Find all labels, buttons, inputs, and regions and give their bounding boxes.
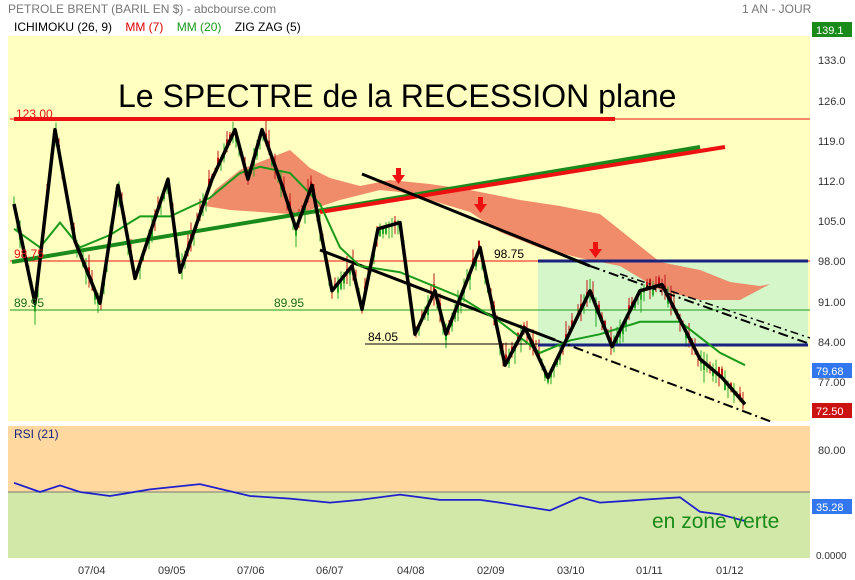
candle-body bbox=[547, 377, 549, 383]
rsi-tick-0: 0.0000 bbox=[816, 551, 847, 562]
y-tick-98: 98.00 bbox=[818, 256, 846, 268]
candle-body bbox=[622, 324, 624, 334]
badge-last-bg bbox=[812, 363, 852, 378]
legend-ichimoku[interactable]: ICHIMOKU (26, 9) bbox=[14, 20, 113, 34]
x-tick-0408: 04/08 bbox=[397, 565, 425, 577]
candle-body bbox=[640, 290, 642, 300]
channel-upper-extension bbox=[589, 265, 811, 345]
badge-high: 139.1 bbox=[816, 25, 844, 37]
period-label[interactable]: 1 AN - JOUR bbox=[742, 2, 812, 16]
x-tick-0607: 06/07 bbox=[316, 565, 344, 577]
badge-high-bg bbox=[812, 22, 852, 37]
rsi-note: en zone verte bbox=[652, 510, 779, 533]
candle-body bbox=[718, 367, 720, 376]
uptrend-red-line bbox=[319, 145, 726, 214]
y-tick-119: 119.0 bbox=[818, 136, 845, 148]
x-tick-0905: 09/05 bbox=[158, 565, 186, 577]
candle-body bbox=[382, 227, 384, 235]
rsi-badge-bg bbox=[812, 499, 852, 514]
candle-body bbox=[295, 228, 297, 236]
candle-body bbox=[724, 381, 726, 391]
y-tick-91: 91.00 bbox=[818, 297, 846, 309]
down-arrow-3 bbox=[589, 242, 602, 258]
x-tick-0112: 01/12 bbox=[716, 565, 744, 577]
rsi-upper-zone bbox=[8, 426, 810, 492]
zigzag-line bbox=[12, 127, 747, 406]
candle-body bbox=[217, 157, 219, 167]
indicator-legend: ICHIMOKU (26, 9) MM (7) MM (20) ZIG ZAG … bbox=[14, 20, 311, 34]
candle-body bbox=[712, 369, 714, 377]
badge-low-bg bbox=[812, 403, 852, 418]
x-axis: 07/04 09/05 07/06 06/07 04/08 02/09 03/1… bbox=[78, 565, 744, 577]
legend-mm20[interactable]: MM (20) bbox=[176, 20, 222, 34]
rsi-title: RSI (21) bbox=[14, 427, 59, 441]
legend-mm7[interactable]: MM (7) bbox=[125, 20, 164, 34]
rsi-line bbox=[13, 481, 746, 522]
rsi-tick-80: 80.00 bbox=[818, 445, 846, 457]
x-tick-0111: 01/11 bbox=[636, 565, 663, 577]
y-tick-77: 77.00 bbox=[818, 377, 846, 389]
instrument-title: PETROLE BRENT (BARIL EN $) - abcbourse.c… bbox=[8, 2, 277, 16]
channel-lower-extension bbox=[554, 339, 773, 423]
channel-upper-line bbox=[361, 172, 591, 268]
legend-zigzag[interactable]: ZIG ZAG (5) bbox=[234, 20, 301, 34]
label-84: 84.05 bbox=[368, 330, 398, 344]
y-tick-133: 133.0 bbox=[818, 55, 846, 67]
label-98-left: 98.75 bbox=[14, 247, 44, 261]
candle-body bbox=[445, 334, 447, 341]
x-tick-0704: 07/04 bbox=[78, 565, 106, 577]
candle-body bbox=[652, 287, 654, 296]
candle-body bbox=[337, 283, 339, 293]
label-98-center: 98.75 bbox=[494, 247, 524, 261]
down-arrow-1 bbox=[392, 168, 405, 184]
label-123: 123.00 bbox=[16, 107, 53, 121]
badge-last: 79.68 bbox=[816, 366, 844, 378]
x-tick-0706: 07/06 bbox=[237, 565, 265, 577]
rsi-lower-zone bbox=[8, 492, 810, 558]
y-tick-126: 126.0 bbox=[818, 96, 846, 108]
x-tick-0310: 03/10 bbox=[557, 565, 585, 577]
price-panel bbox=[8, 36, 810, 421]
candle-body bbox=[343, 275, 345, 284]
candle-body bbox=[34, 303, 36, 312]
candle-body bbox=[721, 368, 723, 378]
candle-body bbox=[340, 279, 342, 289]
y-tick-105: 105.0 bbox=[818, 216, 846, 228]
label-89-left: 89.95 bbox=[14, 296, 44, 310]
rsi-badge: 35.28 bbox=[816, 502, 844, 514]
y-tick-112: 112.0 bbox=[818, 176, 845, 188]
label-89-center: 89.95 bbox=[274, 296, 304, 310]
x-tick-0209: 02/09 bbox=[477, 565, 505, 577]
inner-dashdot-line bbox=[619, 273, 811, 339]
candle-body bbox=[478, 240, 480, 250]
candle-body bbox=[349, 268, 351, 275]
headline-annotation: Le SPECTRE de la RECESSION plane bbox=[118, 78, 676, 114]
candle-body bbox=[658, 277, 660, 286]
badge-low: 72.50 bbox=[816, 406, 844, 418]
candle-body bbox=[505, 354, 507, 364]
candle-body bbox=[379, 228, 381, 236]
y-tick-84: 84.00 bbox=[818, 337, 846, 349]
candle-body bbox=[433, 284, 435, 293]
price-y-axis: 133.0 126.0 119.0 112.0 105.0 98.00 91.0… bbox=[818, 55, 846, 389]
candle-body bbox=[703, 362, 705, 370]
down-arrow-2 bbox=[474, 197, 487, 213]
candle-body bbox=[385, 226, 387, 234]
candle-body bbox=[670, 294, 672, 303]
